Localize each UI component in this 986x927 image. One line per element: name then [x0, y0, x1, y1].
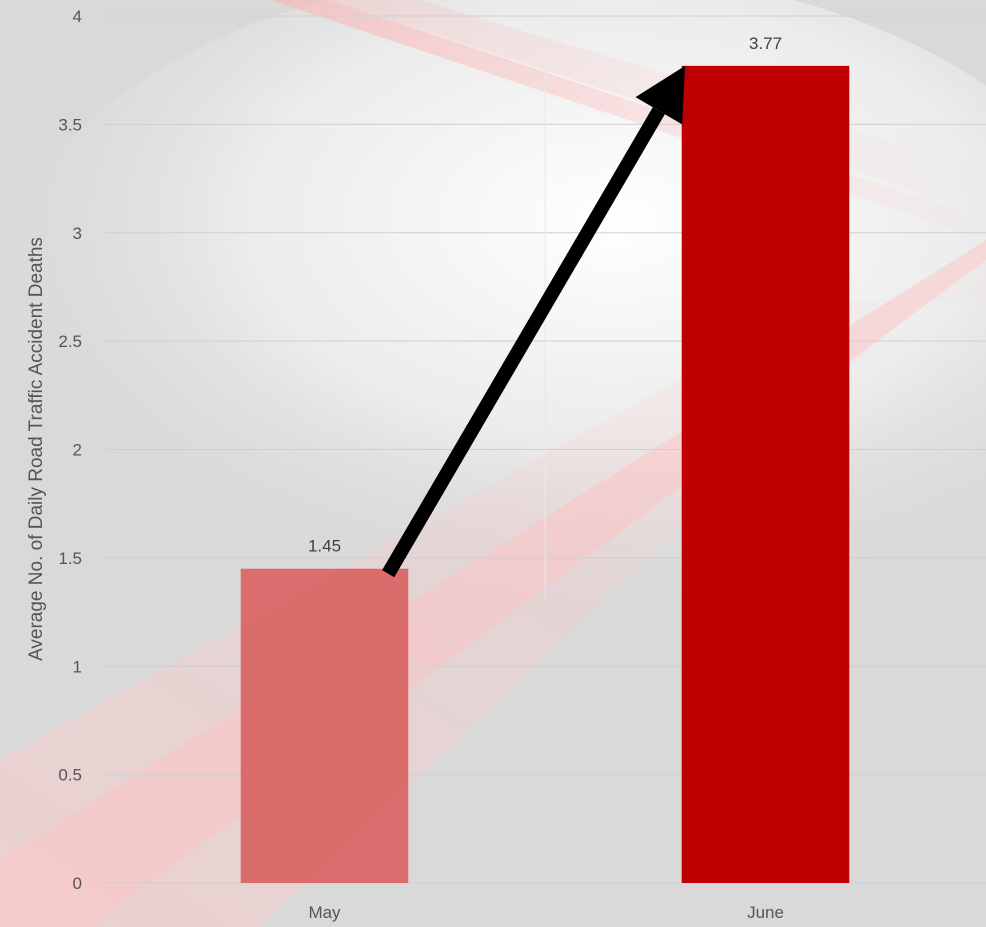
y-axis-ticks: 0 0.5 1 1.5 2 2.5 3 3.5 4 — [58, 7, 82, 893]
y-tick-label: 2.5 — [58, 332, 82, 351]
y-tick-label: 3.5 — [58, 115, 82, 134]
data-label-june: 3.77 — [749, 34, 782, 53]
y-tick-label: 4 — [73, 7, 82, 26]
data-labels: 1.45 3.77 — [308, 34, 782, 556]
bar-may — [240, 568, 409, 883]
bar-june — [681, 65, 850, 884]
arrow-shaft — [382, 107, 665, 578]
y-tick-label: 0.5 — [58, 766, 82, 785]
y-tick-label: 0 — [73, 874, 82, 893]
x-tick-label-may: May — [308, 903, 341, 922]
y-tick-label: 1.5 — [58, 549, 82, 568]
x-tick-label-june: June — [747, 903, 784, 922]
x-axis-ticks: May June — [308, 903, 784, 922]
y-axis-title: Average No. of Daily Road Traffic Accide… — [26, 237, 47, 661]
trend-arrow — [382, 65, 686, 578]
y-tick-label: 3 — [73, 224, 82, 243]
y-tick-label: 1 — [73, 657, 82, 676]
data-label-may: 1.45 — [308, 537, 341, 556]
y-tick-label: 2 — [73, 441, 82, 460]
arrow-head — [635, 65, 686, 125]
bars — [240, 65, 850, 884]
